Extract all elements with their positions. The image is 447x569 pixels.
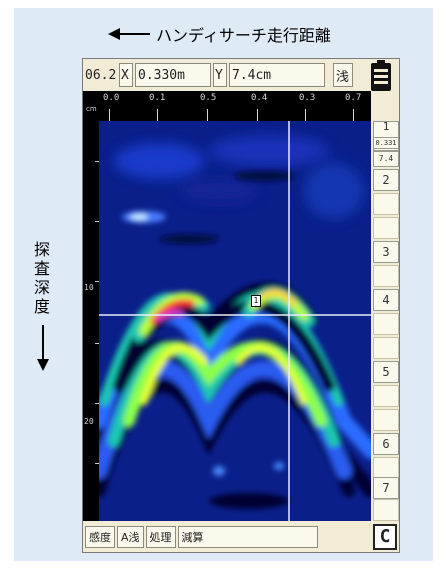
- vertical-caption-char: 査: [33, 259, 50, 278]
- device-screen: 06.2 X 0.330m Y 7.4cm 浅 cm 0.0 0.1 0.5 0…: [82, 58, 400, 553]
- scale-readout-small: 0.331: [373, 137, 399, 149]
- depth-axis: 10 20: [83, 121, 99, 521]
- distance-ruler: cm 0.0 0.1 0.5 0.4 0.3 0.7: [83, 91, 371, 121]
- sensitivity-button[interactable]: 感度: [85, 525, 115, 548]
- battery-icon: [371, 60, 391, 91]
- ruler-tick-label: 0.0: [103, 93, 120, 103]
- ruler-tick-label: 0.5: [200, 93, 217, 103]
- y-depth-value: 7.4cm: [229, 63, 325, 87]
- radar-scan-image[interactable]: 1: [99, 121, 371, 521]
- radar-heatmap: [99, 121, 371, 521]
- depth-mode-button[interactable]: A浅: [117, 525, 144, 548]
- depth-label: 20: [84, 417, 94, 426]
- ruler-tick-label: 0.4: [251, 93, 268, 103]
- processing-button[interactable]: 処理: [145, 525, 176, 548]
- depth-scale-panel: 1 0.331 7.4 2 3 4 5 6 7: [373, 121, 399, 521]
- clear-button[interactable]: C: [373, 524, 397, 550]
- top-status-bar: 06.2 X 0.330m Y 7.4cm 浅: [83, 59, 399, 91]
- ruler-tick-label: 0.3: [299, 93, 316, 103]
- scale-number: 7: [373, 477, 399, 499]
- horizontal-caption-text: ハンディサーチ走行距離: [156, 26, 331, 45]
- ruler-tick-label: 0.1: [149, 93, 166, 103]
- mode-indicator[interactable]: 浅: [333, 63, 353, 87]
- y-label: Y: [213, 63, 227, 87]
- arrow-left-icon: [108, 28, 150, 40]
- scale-number: 3: [373, 241, 399, 263]
- vertical-caption-char: 深: [33, 278, 50, 297]
- target-marker[interactable]: 1: [251, 295, 261, 307]
- subtraction-button[interactable]: 減算: [177, 525, 318, 548]
- scale-readout-small: 7.4: [373, 151, 399, 167]
- vertical-caption-char: 度: [33, 297, 50, 316]
- ruler-unit: cm: [86, 105, 97, 113]
- scale-number: 4: [373, 289, 399, 311]
- x-label: X: [119, 63, 133, 87]
- scale-number: 6: [373, 433, 399, 455]
- bottom-toolbar: 感度 A浅 処理 減算 C: [83, 521, 399, 552]
- scale-number: 5: [373, 361, 399, 383]
- vertical-axis-caption: 探 査 深 度: [32, 240, 52, 316]
- arrow-down-icon: [37, 325, 49, 371]
- frame-number: 06.2: [85, 67, 117, 83]
- horizontal-axis-caption: ハンディサーチ走行距離: [108, 22, 331, 46]
- vertical-caption-char: 探: [33, 240, 50, 259]
- ruler-tick-label: 0.7: [345, 93, 362, 103]
- scale-number: 2: [373, 169, 399, 191]
- x-position-value: 0.330m: [135, 63, 211, 87]
- depth-label: 10: [84, 283, 94, 292]
